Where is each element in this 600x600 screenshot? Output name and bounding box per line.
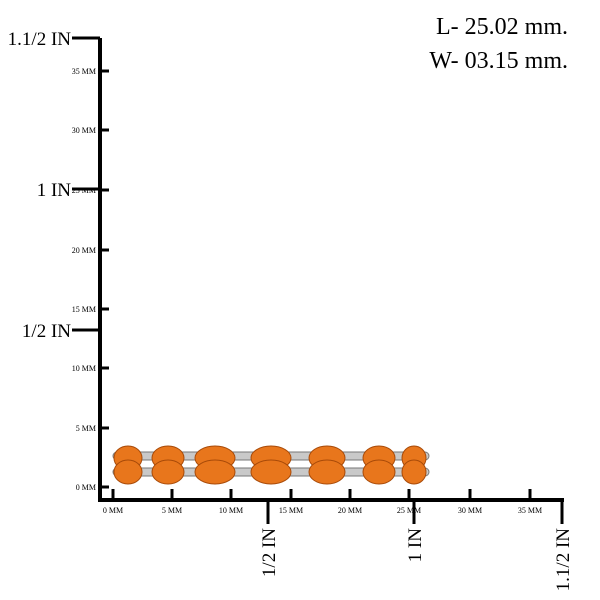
ring [112, 445, 430, 485]
stone [308, 459, 346, 485]
h-inch-label: 1/2 IN [259, 528, 280, 577]
ruler: 0 MM 5 MM 10 MM 15 MM 20 MM 25 MM 30 MM 35 MM 1/… [8, 29, 574, 591]
stone [151, 459, 185, 485]
v-mm-label: 35 MM [72, 67, 96, 76]
v-mm-label: 0 MM [76, 483, 96, 492]
v-mm-label: 30 MM [72, 126, 96, 135]
h-mm-label: 25 MM [397, 506, 421, 515]
stone [113, 459, 143, 485]
v-inch-label: 1/2 IN [22, 321, 71, 342]
h-mm-label: 0 MM [103, 506, 123, 515]
v-inch-label: 1.1/2 IN [8, 29, 72, 50]
h-inch-label: 1.1/2 IN [553, 528, 574, 592]
v-inch-label: 1 IN [37, 180, 72, 201]
h-mm-label: 15 MM [279, 506, 303, 515]
h-mm-label: 20 MM [338, 506, 362, 515]
stone [250, 459, 292, 485]
stone [194, 459, 236, 485]
h-inch-label: 1 IN [405, 528, 426, 563]
length-text: L- 25.02 mm. [436, 14, 568, 40]
h-mm-label: 10 MM [219, 506, 243, 515]
h-mm-label: 35 MM [518, 506, 542, 515]
stone [401, 459, 427, 485]
width-text: W- 03.15 mm. [429, 48, 568, 74]
v-mm-label: 5 MM [76, 424, 96, 433]
h-mm-label: 5 MM [162, 506, 182, 515]
stone [362, 459, 396, 485]
v-mm-label: 20 MM [72, 246, 96, 255]
h-mm-label: 30 MM [458, 506, 482, 515]
v-mm-label: 15 MM [72, 305, 96, 314]
v-mm-label: 10 MM [72, 364, 96, 373]
stones [113, 445, 427, 485]
